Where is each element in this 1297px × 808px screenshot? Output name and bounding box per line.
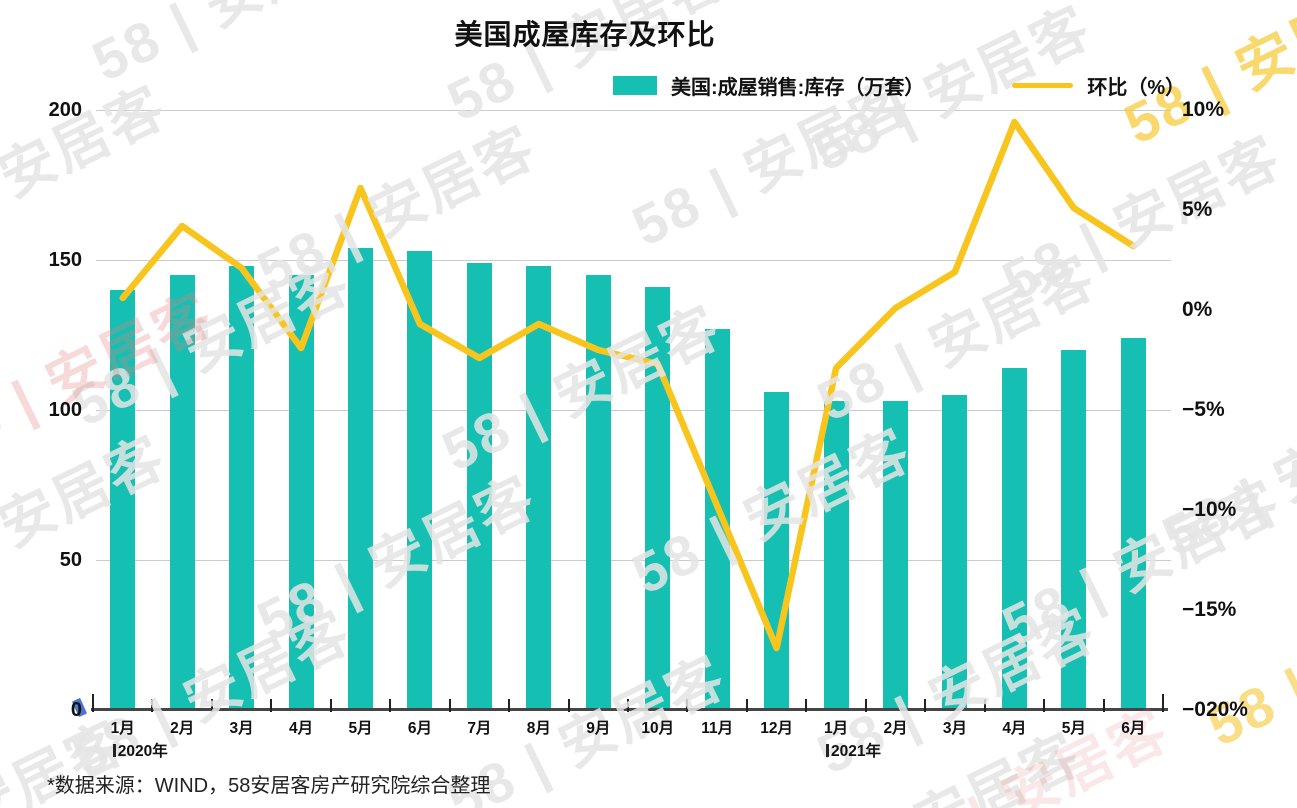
legend-bar-swatch-icon <box>613 75 657 95</box>
y-axis-label-left: 100 <box>48 399 82 421</box>
legend: 美国:成屋销售:库存（万套） 环比（%） <box>613 70 1185 100</box>
year-marker: 2020年 <box>112 739 168 761</box>
x-axis-label: 2月 <box>170 720 195 737</box>
x-axis-tick <box>1162 694 1164 712</box>
x-axis-label: 4月 <box>1002 720 1027 737</box>
x-axis-label: 3月 <box>942 720 967 737</box>
x-axis-label: 1月 <box>823 720 849 737</box>
x-axis-tick <box>686 699 689 712</box>
x-axis-tick <box>151 699 154 712</box>
x-axis-label: 6月 <box>1121 720 1146 737</box>
x-axis-tick <box>448 699 451 712</box>
x-axis-tick <box>567 699 570 712</box>
chart-title: 美国成屋库存及环比 <box>454 19 716 50</box>
x-axis-label: 7月 <box>467 720 492 737</box>
x-axis-label: 5月 <box>1061 720 1086 737</box>
x-axis-tick <box>924 699 927 712</box>
x-axis-tick <box>210 699 213 712</box>
x-axis-tick <box>329 699 332 712</box>
x-axis-tick <box>92 694 94 712</box>
y-axis-label-right: 5% <box>1182 198 1213 221</box>
x-axis-tick <box>864 699 867 712</box>
x-axis-label: 2月 <box>883 720 908 737</box>
year-marker-label: 2020年 <box>117 743 168 760</box>
gridline <box>96 109 1171 111</box>
x-axis-label: 6月 <box>407 720 432 737</box>
x-axis-tick <box>805 699 808 712</box>
x-axis-label: 1月 <box>110 720 135 737</box>
data-source-footnote: *数据来源：WIND，58安居客房产研究院综合整理 <box>47 775 491 797</box>
x-axis-label: 3月 <box>229 720 254 737</box>
y-axis-label-right: −5% <box>1182 398 1225 421</box>
x-axis-label: 5月 <box>348 720 373 737</box>
x-axis-tick <box>508 699 511 712</box>
legend-bar-label: 美国:成屋销售:库存（万套） <box>671 76 925 99</box>
x-axis-tick <box>389 699 392 712</box>
x-axis-label: 12月 <box>760 720 793 737</box>
x-axis-tick <box>983 699 986 712</box>
y-axis-label-right: −020% <box>1182 698 1248 721</box>
y-axis-label-right: 10% <box>1182 98 1225 121</box>
legend-line-label: 环比（%） <box>1087 76 1186 99</box>
x-axis-label: 11月 <box>701 720 734 737</box>
y-axis-label-left: 200 <box>48 99 82 121</box>
x-axis-label: 4月 <box>288 720 314 737</box>
y-axis-label-left: 50 <box>59 549 82 571</box>
y-axis-label-right: −10% <box>1182 498 1237 521</box>
year-marker-label: 2021年 <box>831 743 882 760</box>
y-axis-label-right: 0% <box>1182 298 1213 321</box>
x-axis-tick <box>627 699 629 712</box>
y-axis-label-right: −15% <box>1182 598 1237 621</box>
x-axis-line <box>91 708 1168 711</box>
x-axis-tick <box>1043 699 1046 712</box>
x-axis-label: 9月 <box>586 720 611 737</box>
x-axis-tick <box>745 699 748 712</box>
year-marker-bar-icon <box>112 743 116 757</box>
x-axis-label: 8月 <box>526 720 551 737</box>
year-marker: 2021年 <box>826 739 881 761</box>
x-axis-tick <box>1102 699 1105 712</box>
y-axis-label-left: 150 <box>48 249 82 271</box>
x-axis-label: 10月 <box>641 720 675 737</box>
legend-line-swatch-icon <box>1012 82 1074 88</box>
x-axis-tick <box>270 699 273 712</box>
year-marker-bar-icon <box>826 743 830 757</box>
